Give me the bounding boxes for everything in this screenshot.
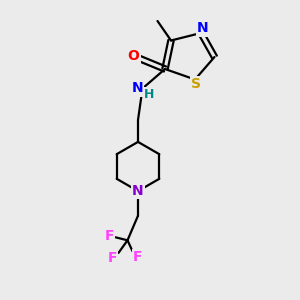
Text: N: N	[132, 184, 144, 198]
Text: F: F	[133, 250, 143, 264]
Text: H: H	[144, 88, 154, 101]
Text: O: O	[128, 49, 140, 62]
Text: F: F	[105, 229, 114, 243]
Text: S: S	[191, 77, 202, 91]
Text: N: N	[131, 82, 143, 95]
Text: F: F	[108, 251, 117, 265]
Text: N: N	[197, 22, 208, 35]
